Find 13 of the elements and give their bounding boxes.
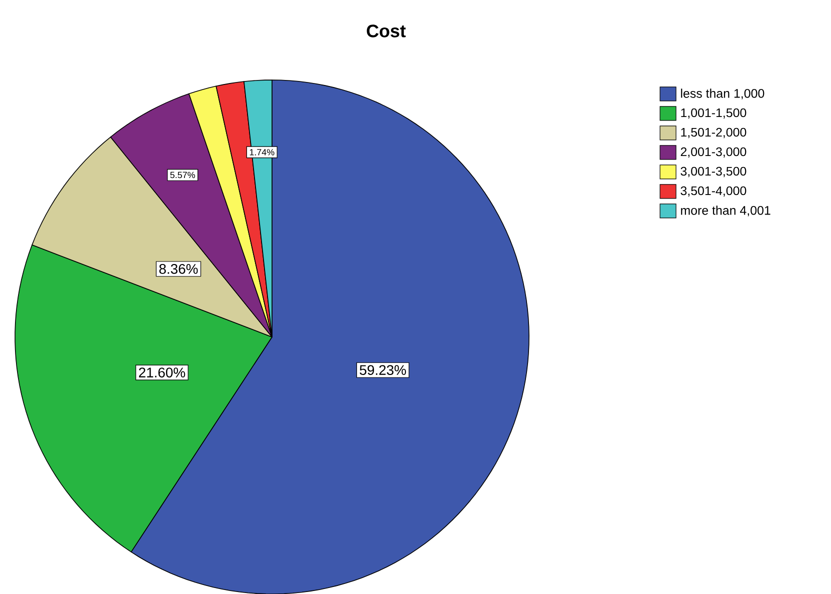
legend-label: more than 4,001 [681, 206, 770, 216]
data-label: 59.23% [360, 365, 406, 375]
data-label: 5.57% [170, 172, 196, 178]
data-label: 21.60% [139, 368, 186, 378]
legend-label: 3,501-4,000 [680, 186, 746, 197]
data-label: 1.74% [250, 149, 274, 156]
legend-label: 1,501-2,000 [681, 128, 746, 138]
legend-label: 2,001-3,000 [680, 147, 746, 158]
legend-label: 3,001-3,500 [680, 166, 746, 178]
chart-title: Cost [366, 24, 406, 38]
data-label: 8.36% [159, 264, 198, 274]
legend-label: 1,001-1,500 [681, 108, 746, 119]
legend-label: less than 1,000 [681, 88, 764, 100]
